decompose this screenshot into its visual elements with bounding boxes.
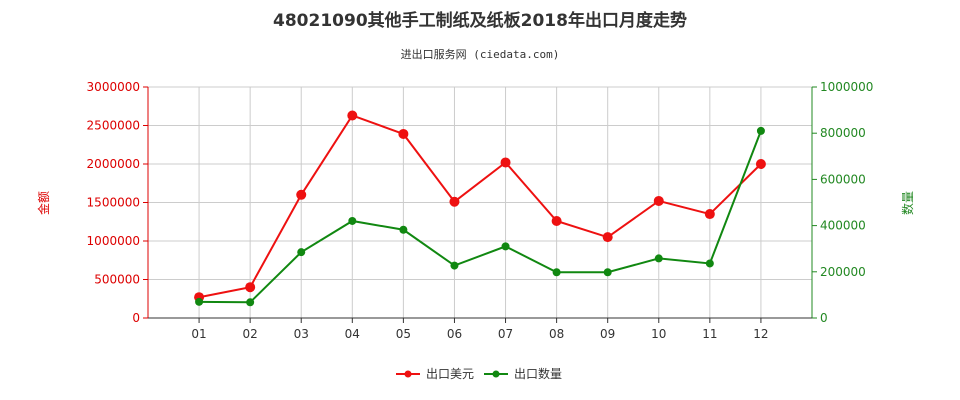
- data-point: [500, 157, 511, 168]
- legend-item: 出口数量: [484, 366, 562, 381]
- x-tick-label: 12: [753, 327, 768, 341]
- data-point: [450, 261, 459, 270]
- data-point: [296, 189, 307, 200]
- left-tick-label: 2000000: [87, 157, 140, 171]
- x-tick-label: 11: [702, 327, 717, 341]
- legend-label: 出口数量: [514, 366, 562, 381]
- right-axis-ticks: 0 200000 400000 600000 800000 1000000: [812, 80, 873, 325]
- x-tick-label: 03: [294, 327, 309, 341]
- left-tick-label: 1000000: [87, 234, 140, 248]
- legend-swatch-marker: [404, 370, 412, 378]
- series-layer: [194, 110, 766, 307]
- x-tick-label: 01: [191, 327, 206, 341]
- series-2: [195, 126, 765, 307]
- data-point: [756, 126, 765, 135]
- left-tick-label: 1500000: [87, 196, 140, 210]
- right-tick-label: 800000: [820, 126, 866, 140]
- right-tick-label: 0: [820, 311, 828, 325]
- x-tick-label: 10: [651, 327, 666, 341]
- data-point: [602, 232, 613, 243]
- legend-swatch-marker: [492, 370, 500, 378]
- series-1: [194, 110, 766, 303]
- data-point: [704, 209, 715, 220]
- right-tick-label: 400000: [820, 219, 866, 233]
- data-point: [398, 128, 409, 139]
- right-axis-label: 数量: [900, 191, 915, 215]
- left-tick-label: 0: [132, 311, 140, 325]
- data-point: [245, 282, 256, 293]
- x-tick-label: 08: [549, 327, 564, 341]
- series-line: [199, 130, 762, 304]
- left-tick-label: 2500000: [87, 119, 140, 133]
- data-point: [654, 254, 663, 263]
- right-tick-label: 600000: [820, 172, 866, 186]
- right-tick-label: 1000000: [820, 80, 873, 94]
- legend-label: 出口美元: [426, 367, 474, 381]
- left-axis-ticks: 0 500000 1000000 1500000 2000000 2500000 30000…: [87, 80, 148, 325]
- x-axis-ticks: 01 02 03 04 05 06 07 08 09 10 11 12: [191, 318, 769, 341]
- data-point: [297, 248, 306, 257]
- data-point: [552, 268, 561, 277]
- data-point: [603, 268, 612, 277]
- x-tick-label: 02: [243, 327, 258, 341]
- data-point: [348, 216, 357, 225]
- x-tick-label: 05: [396, 327, 411, 341]
- data-point: [195, 297, 204, 306]
- x-tick-label: 09: [600, 327, 615, 341]
- data-point: [399, 225, 408, 234]
- data-point: [653, 195, 664, 206]
- data-point: [246, 298, 255, 307]
- data-point: [347, 110, 358, 121]
- data-point: [501, 242, 510, 251]
- x-tick-label: 07: [498, 327, 513, 341]
- chart-subtitle: 进出口服务网 (ciedata.com): [401, 47, 560, 61]
- data-point: [705, 259, 714, 268]
- left-tick-label: 500000: [94, 273, 140, 287]
- series-line: [198, 114, 762, 299]
- data-point: [755, 159, 766, 169]
- legend: 出口美元 出口数量: [396, 366, 562, 381]
- right-tick-label: 200000: [820, 265, 866, 279]
- x-tick-label: 06: [447, 327, 462, 341]
- x-tick-label: 04: [345, 327, 360, 341]
- left-axis-label: 金额: [36, 191, 51, 215]
- legend-item: 出口美元: [396, 367, 474, 381]
- left-tick-label: 3000000: [87, 80, 140, 94]
- data-point: [551, 215, 562, 226]
- chart-title: 48021090其他手工制纸及纸板2018年出口月度走势: [273, 10, 687, 31]
- data-point: [449, 196, 460, 207]
